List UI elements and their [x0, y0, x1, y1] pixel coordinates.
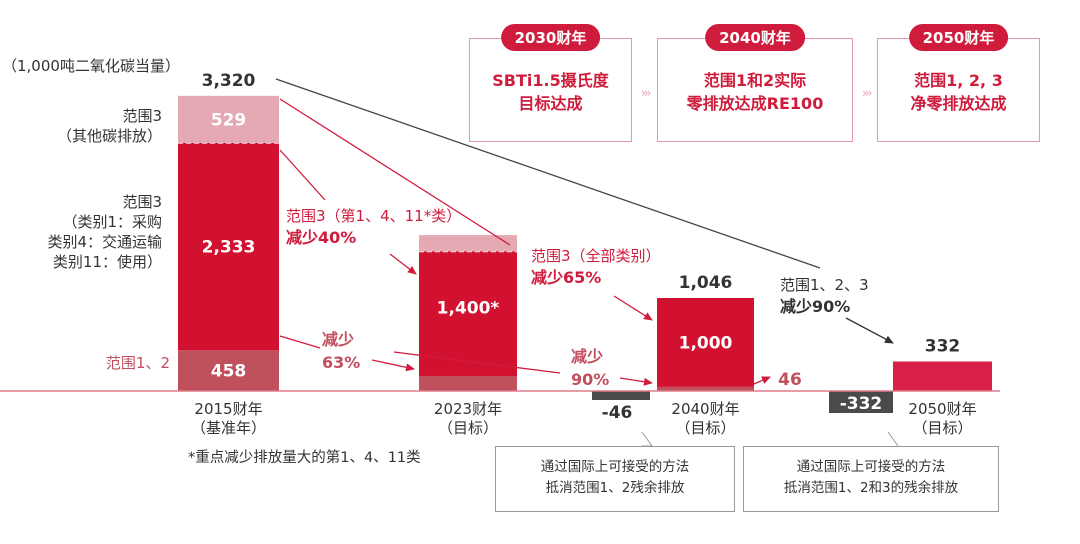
milestone-text: 范围1, 2, 3 净零排放达成: [878, 69, 1039, 115]
arrow-scope3-cat: [389, 253, 417, 275]
bar-segment-scope3-cat: [657, 298, 754, 387]
trend-line-scope3-all: [279, 98, 511, 246]
milestone-badge: 2040财年: [705, 24, 805, 51]
footnote: *重点减少排放量大的第1、4、11类: [188, 450, 421, 466]
note-connector-2050: [887, 431, 899, 447]
label-scope12: 范围1、2: [105, 354, 170, 372]
category-label: 2040财年: [671, 400, 739, 418]
note-line: 通过国际上可接受的方法: [540, 459, 690, 475]
annotation-line: 范围3（全部类别）: [531, 247, 661, 265]
bar-segment-scope12: [657, 386, 754, 391]
offset-label: -46: [602, 403, 633, 423]
bar-segment-net: [893, 361, 992, 391]
category-label: 2050财年: [908, 400, 976, 418]
data-label: 1,000: [679, 333, 733, 353]
note-line: 抵消范围1、2残余排放: [545, 480, 685, 496]
data-label: 529: [211, 110, 247, 130]
note-line: 通过国际上可接受的方法: [796, 459, 946, 475]
category-label: （基准年）: [191, 419, 266, 437]
chevron-right-icon: ›››: [641, 86, 652, 100]
category-label: 2015财年: [194, 400, 262, 418]
label-line: 范围3: [122, 107, 162, 125]
label-line: （类别1：采购: [62, 213, 162, 231]
note-connector-2040: [641, 431, 653, 447]
label-line: 范围3: [122, 193, 162, 211]
milestone-badge: 2030财年: [500, 24, 601, 51]
data-label: 458: [211, 362, 247, 382]
total-label: 1,046: [679, 273, 733, 293]
total-label: 3,320: [202, 71, 256, 91]
annotation-line: 减少40%: [286, 228, 357, 247]
arrow-total-2050: [845, 317, 894, 344]
data-label: 1,400*: [437, 299, 500, 319]
arrow-scope12-2023: [279, 335, 321, 349]
data-label: 2,333: [202, 238, 256, 258]
arrow-scope12-2040a: [393, 351, 561, 374]
annotation-scope3-cat: 范围3（第1、4、11*类） 减少40%: [286, 206, 461, 248]
arrow-side-46: [753, 376, 771, 385]
annotation-scope3-all: 范围3（全部类别） 减少65%: [531, 246, 661, 288]
unit-label: （1,000吨二氧化碳当量）: [2, 57, 180, 75]
milestone-line: 范围1和2实际: [703, 71, 807, 90]
category-label: （目标）: [675, 419, 735, 437]
chevron-right-icon: ›››: [862, 86, 873, 100]
bar-segment-scope3-other: [178, 95, 279, 143]
total-label: 332: [925, 336, 961, 356]
annotation-scope12-2023: 减少 63%: [322, 328, 360, 374]
annotation-line: 减少: [571, 347, 604, 366]
category-label: （目标）: [438, 419, 498, 437]
milestone-line: 净零排放达成: [910, 94, 1007, 113]
milestone-text: SBTi1.5摄氏度 目标达成: [470, 69, 631, 115]
annotation-line: 减少65%: [531, 268, 602, 287]
annotation-line: 减少90%: [780, 297, 851, 316]
label-scope3-other: 范围3 （其他碳排放）: [0, 106, 162, 146]
bar-segment-scope12: [178, 350, 279, 391]
arrow-scope3-all: [613, 295, 653, 321]
trend-line-total: [275, 78, 821, 269]
arrow-scope12-2023b: [371, 359, 415, 372]
annotation-line: 范围3（第1、4、11*类）: [286, 207, 462, 225]
annotation-total-2050: 范围1、2、3 减少90%: [780, 275, 869, 317]
annotation-line: 范围1、2、3: [780, 276, 869, 294]
milestone-text: 范围1和2实际 零排放达成RE100: [658, 69, 852, 115]
milestone-2040: 2040财年 范围1和2实际 零排放达成RE100: [657, 24, 853, 142]
bar-segment-scope3-cat: [419, 251, 517, 376]
category-label: 2023财年: [434, 400, 502, 418]
side-value-label: 46: [778, 370, 802, 390]
bar-segment-offset: [592, 391, 650, 400]
milestone-2050: 2050财年 范围1, 2, 3 净零排放达成: [877, 24, 1040, 142]
offset-note-2040: 通过国际上可接受的方法 抵消范围1、2残余排放: [495, 446, 735, 512]
offset-note-2050: 通过国际上可接受的方法 抵消范围1、2和3的残余排放: [743, 446, 999, 512]
milestone-badge: 2050财年: [908, 24, 1009, 51]
annotation-line: 63%: [322, 353, 361, 372]
milestone-2030: 2030财年 SBTi1.5摄氏度 目标达成: [469, 24, 632, 142]
trend-line-scope3-cat: [279, 149, 326, 201]
bar-segment-scope3-other: [419, 235, 517, 252]
milestone-line: 范围1, 2, 3: [914, 71, 1003, 90]
arrow-scope12-2040b: [619, 377, 653, 386]
note-line: 抵消范围1、2和3的残余排放: [783, 480, 959, 496]
bar-segment-scope3-cat: [178, 142, 279, 351]
label-line: （其他碳排放）: [56, 127, 162, 145]
label-line: 类别4：交通运输: [47, 233, 162, 251]
annotation-scope12-2040: 减少 90%: [571, 345, 609, 391]
milestone-line: 目标达成: [518, 94, 583, 113]
label-scope3-cat: 范围3 （类别1：采购 类别4：交通运输 类别11：使用）: [0, 192, 162, 272]
bar-segment-scope12: [419, 375, 517, 391]
annotation-line: 90%: [571, 370, 610, 389]
offset-label: -332: [840, 394, 883, 414]
milestone-line: 零排放达成RE100: [686, 94, 824, 113]
label-line: 类别11：使用）: [52, 253, 162, 271]
bar-segment-offset: [829, 391, 893, 413]
category-label: （目标）: [912, 419, 972, 437]
annotation-line: 减少: [322, 330, 355, 349]
milestone-line: SBTi1.5摄氏度: [492, 71, 609, 90]
